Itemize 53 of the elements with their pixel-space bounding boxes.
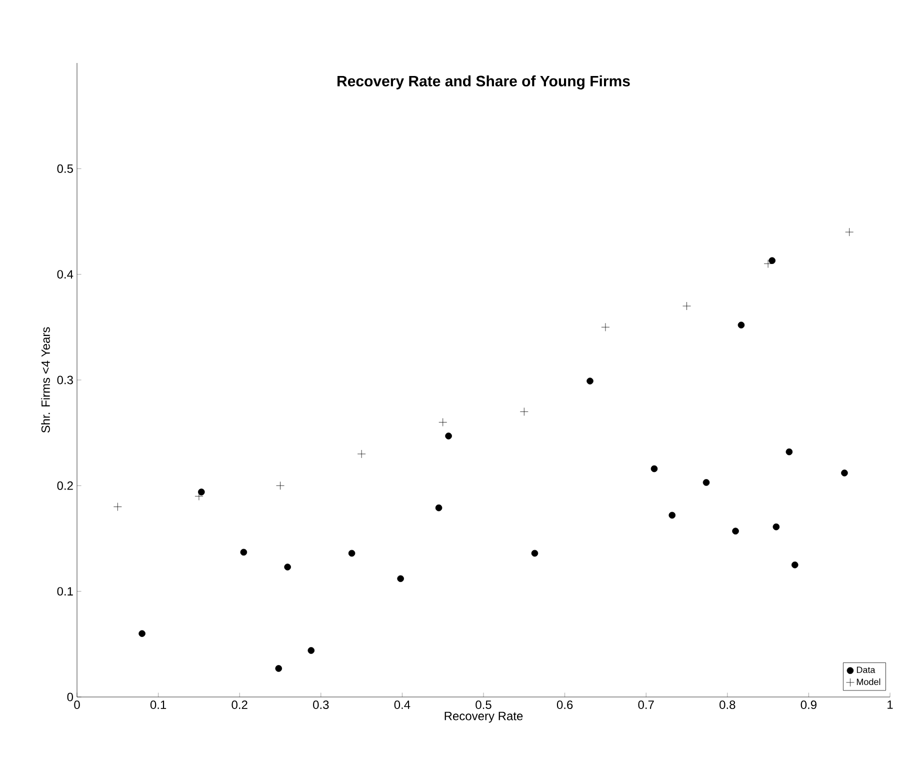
x-tick-label: 0 <box>74 700 80 710</box>
point <box>845 228 854 236</box>
x-tick-label: 0.5 <box>476 700 492 710</box>
point <box>397 575 404 582</box>
x-axis-title: Recovery Rate <box>444 712 523 723</box>
x-tick-label: 0.4 <box>394 700 410 710</box>
y-tick-label: 0.1 <box>57 587 73 596</box>
y-axis-title: Shr. Firms <4 Years <box>41 327 50 433</box>
point <box>445 432 452 440</box>
y-tick-label: 0.5 <box>57 164 73 173</box>
point <box>348 550 356 557</box>
point <box>275 665 282 672</box>
text: Recovery Rate and Share of Young Firms <box>338 75 630 90</box>
point <box>435 504 442 512</box>
point <box>601 322 610 332</box>
x-tick-label: 0.3 <box>313 700 329 710</box>
point <box>650 465 658 472</box>
point <box>531 550 538 557</box>
point <box>791 562 798 568</box>
y-tick-label: 0.2 <box>57 481 73 490</box>
point <box>198 488 205 496</box>
point <box>841 470 848 476</box>
point <box>772 523 780 530</box>
point <box>768 257 776 264</box>
point <box>113 502 122 511</box>
point <box>240 548 248 556</box>
point <box>682 302 691 310</box>
point <box>668 512 676 519</box>
point <box>786 448 793 456</box>
y-tick-label: 0.3 <box>57 376 73 384</box>
y-tick-label: 0 <box>67 692 74 702</box>
point <box>732 528 739 534</box>
x-tick-label: 0.9 <box>800 700 816 710</box>
point <box>764 260 772 268</box>
point <box>586 378 594 384</box>
x-tick-label: 0.2 <box>232 700 248 710</box>
point <box>357 450 366 458</box>
point <box>308 647 315 654</box>
point <box>138 630 146 637</box>
legend-label: Data <box>856 666 876 674</box>
x-tick-label: 0.1 <box>150 700 166 710</box>
y-tick-label: 0.4 <box>57 270 74 279</box>
point <box>438 418 448 426</box>
x-tick-label: 0.7 <box>638 700 654 710</box>
x-tick-label: 0.6 <box>556 700 573 710</box>
point <box>520 407 528 416</box>
point <box>284 564 291 570</box>
legend-label: Model <box>856 678 880 686</box>
point <box>276 481 284 490</box>
x-tick-label: 0.8 <box>720 700 736 710</box>
point <box>738 322 745 328</box>
x-tick-label: 1 <box>888 700 893 709</box>
point <box>702 479 710 486</box>
